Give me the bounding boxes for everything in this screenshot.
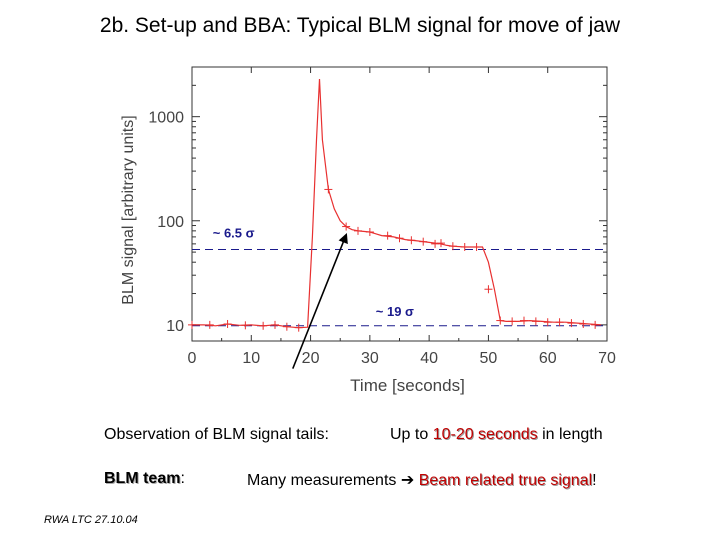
signal-marker	[431, 239, 440, 248]
y-tick-label: 1000	[148, 110, 184, 127]
signal-marker	[365, 228, 374, 237]
annotation-arrow	[292, 233, 348, 369]
signal-marker	[531, 317, 540, 326]
signal-marker	[520, 316, 528, 325]
slide-title: 2b. Set-up and BBA: Typical BLM signal f…	[99, 14, 621, 37]
x-tick-label: 40	[420, 350, 438, 367]
signal-marker	[567, 319, 576, 328]
measurements-prefix: Many measurements	[247, 472, 401, 489]
reference-line-label: ~ 19 σ	[376, 304, 414, 319]
signal-marker	[223, 319, 232, 328]
plot-frame	[191, 66, 608, 342]
tail-length-text: Up to 10-20 seconds in length	[390, 426, 603, 444]
signal-marker	[543, 318, 552, 327]
signal-marker	[508, 317, 517, 326]
measurements-suffix: !	[592, 472, 597, 489]
signal-marker	[395, 234, 404, 243]
y-tick-label: 10	[166, 318, 184, 335]
x-tick-label: 50	[480, 350, 498, 367]
team-label-block: BLM team:	[104, 470, 185, 488]
signal-marker	[555, 318, 564, 327]
signal-marker	[472, 242, 481, 251]
signal-marker	[259, 321, 268, 330]
signal-marker	[407, 236, 416, 245]
observation-label: Observation of BLM signal tails:	[104, 426, 329, 443]
beam-related-highlight: Beam related true signal	[418, 472, 593, 489]
signal-marker	[591, 320, 600, 329]
signal-marker	[496, 316, 505, 325]
team-label: BLM team	[104, 470, 181, 487]
signal-marker	[271, 320, 279, 329]
signal-marker	[460, 242, 469, 251]
signal-marker	[282, 322, 291, 331]
right-arrow-icon: ➔	[400, 472, 415, 489]
measurements-text: Many measurements ➔ Beam related true si…	[247, 470, 597, 490]
up-to-prefix: Up to	[390, 426, 433, 443]
signal-marker	[342, 222, 351, 231]
x-tick-label: 0	[188, 350, 197, 367]
x-axis-label: Time [seconds]	[350, 376, 465, 395]
signal-marker	[241, 321, 250, 330]
signal-marker	[448, 242, 457, 251]
signal-marker	[484, 285, 493, 294]
signal-marker	[294, 323, 303, 332]
signal-marker	[437, 239, 445, 248]
signal-marker	[324, 185, 333, 194]
signal-marker	[419, 237, 428, 246]
signal-marker	[579, 319, 588, 328]
signal-marker	[188, 320, 196, 329]
signal-series-line	[192, 78, 602, 329]
signal-marker	[383, 231, 392, 240]
x-tick-label: 10	[242, 350, 260, 367]
x-tick-label: 30	[361, 350, 379, 367]
signal-marker	[205, 320, 214, 329]
team-colon: :	[180, 470, 185, 487]
signal-marker	[354, 226, 362, 235]
x-tick-label: 20	[302, 350, 320, 367]
y-tick-label: 100	[157, 214, 184, 231]
tail-duration-highlight: 10-20 seconds	[432, 426, 538, 443]
up-to-suffix: in length	[537, 426, 603, 443]
y-axis-label: BLM signal [arbitrary units]	[120, 115, 137, 304]
x-tick-label: 60	[539, 350, 557, 367]
reference-line-label: ~ 6.5 σ	[213, 225, 255, 240]
x-tick-label: 70	[598, 350, 616, 367]
footer-credit: RWA LTC 27.10.04	[44, 514, 138, 526]
